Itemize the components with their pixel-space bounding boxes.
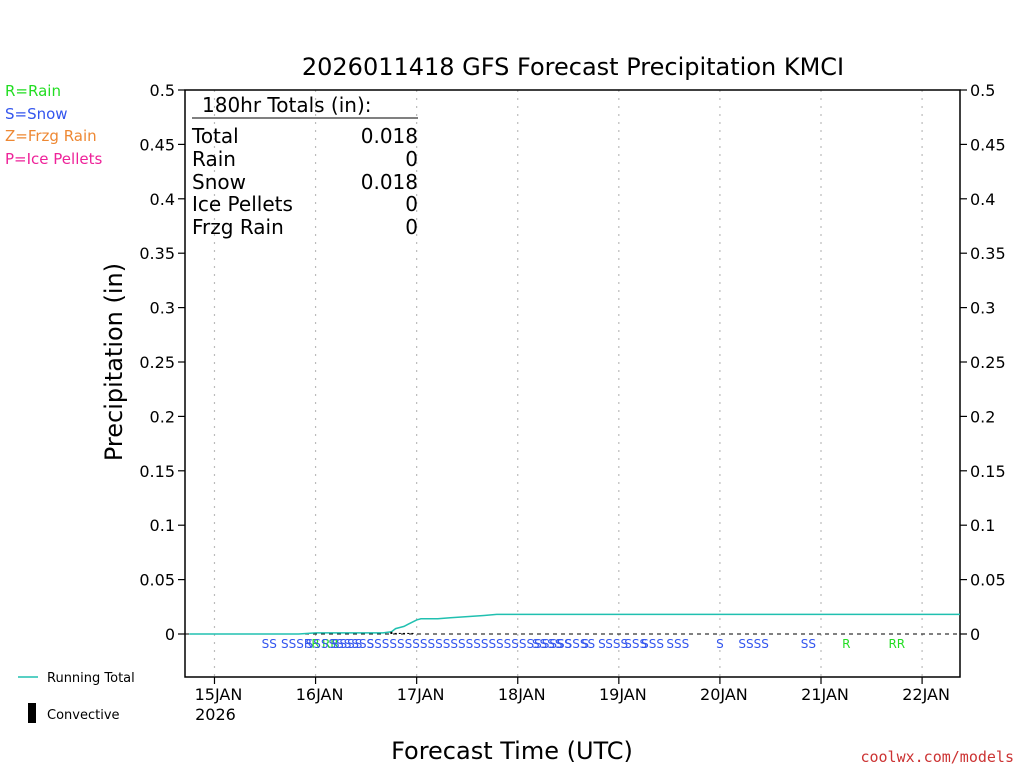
totals-value-snow: 0.018 (361, 170, 418, 194)
totals-label-frzg-rain: Frzg Rain (192, 215, 284, 239)
precip-type-snow: SS (262, 637, 277, 651)
y-tick-label-right: 0.4 (970, 190, 995, 209)
precip-type-snow: SSSS (738, 637, 768, 651)
y-tick-label-right: 0.3 (970, 299, 995, 318)
totals-value-frzg-rain: 0 (405, 215, 418, 239)
x-tick-label: 20JAN (700, 685, 748, 704)
x-tick-year-label: 2026 (195, 705, 236, 724)
y-tick-label-left: 0.45 (139, 135, 175, 154)
y-tick-label-right: 0.25 (970, 353, 1006, 372)
precip-type-rain: RR (322, 637, 339, 651)
precip-type-snow: SSSS (332, 637, 362, 651)
y-tick-label-left: 0.25 (139, 353, 175, 372)
convective-bar (398, 632, 401, 634)
x-tick-label: 17JAN (397, 685, 445, 704)
y-tick-label-left: 0.3 (150, 299, 175, 318)
legend-running-total: Running Total (47, 671, 135, 686)
precip-type-snow: S (581, 637, 589, 651)
y-tick-label-left: 0 (165, 625, 175, 644)
precip-type-snow: SSS (641, 637, 664, 651)
precip-type-snow: SS (556, 637, 571, 651)
x-tick-label: 19JAN (599, 685, 647, 704)
legend-ice-pellets: P=Ice Pellets (5, 150, 102, 168)
legend-rain: R=Rain (5, 82, 61, 100)
precip-type-snow: S (598, 637, 606, 651)
y-tick-label-right: 0.45 (970, 135, 1006, 154)
y-tick-label-right: 0 (970, 625, 980, 644)
convective-bars (390, 631, 414, 634)
convective-bar (403, 632, 406, 634)
line-legend: Running Total Convective (18, 671, 135, 723)
y-tick-label-right: 0.35 (970, 244, 1006, 263)
x-tick-label: 16JAN (296, 685, 344, 704)
y-tick-label-left: 0.05 (139, 571, 175, 590)
y-tick-label-left: 0.35 (139, 244, 175, 263)
y-tick-label-right: 0.15 (970, 462, 1006, 481)
precip-type-snow: SSS (624, 637, 647, 651)
precip-type-rain: R (311, 637, 319, 651)
legend-snow: S=Snow (5, 105, 68, 123)
y-axis-title: Precipitation (in) (100, 263, 128, 461)
precip-type-snow: SSS (666, 637, 689, 651)
convective-bar (407, 632, 410, 634)
running-total-line (189, 613, 960, 635)
convective-bar (390, 631, 393, 634)
grid-lines (213, 90, 923, 677)
precip-type-rain: RR (888, 637, 905, 651)
y-tick-label-right: 0.05 (970, 571, 1006, 590)
y-tick-label-left: 0.1 (150, 516, 175, 535)
precip-type-snow: SSS (605, 637, 628, 651)
credit-link[interactable]: coolwx.com/models (860, 748, 1014, 766)
y-tick-label-left: 0.5 (150, 81, 175, 100)
y-tick-label-right: 0.2 (970, 407, 995, 426)
precip-type-snow: SSSSSSSSSSSSSSSSSSSSSSSSSSSSSSSSSSSSSS (306, 637, 595, 651)
totals-label-snow: Snow (192, 170, 246, 194)
y-tick-label-right: 0.5 (970, 81, 995, 100)
precip-type-snow: S (367, 637, 375, 651)
precip-type-snow: SSSS (532, 637, 562, 651)
y-tick-label-left: 0.2 (150, 407, 175, 426)
chart-title: 2026011418 GFS Forecast Precipitation KM… (302, 53, 844, 81)
totals-heading: 180hr Totals (in): (202, 93, 372, 117)
x-tick-label: 15JAN (195, 685, 243, 704)
y-axis-left: 0 0.05 0.1 0.15 0.2 0.25 0.3 0.35 0.4 0.45 0.5 (139, 81, 185, 644)
precip-type-snow: SSSR (281, 637, 312, 651)
legend-frzg-rain: Z=Frzg Rain (5, 127, 97, 145)
totals-box: 180hr Totals (in): Total 0.018 Rain 0 Sn… (191, 93, 418, 239)
totals-label-rain: Rain (192, 147, 236, 171)
precip-type-snow: S (716, 637, 724, 651)
totals-value-ice-pellets: 0 (405, 192, 418, 216)
precip-type-snow: SS (801, 637, 816, 651)
precip-type-rain: R (842, 637, 850, 651)
totals-value-total: 0.018 (361, 124, 418, 148)
precip-type-legend: R=Rain S=Snow Z=Frzg Rain P=Ice Pellets (5, 82, 102, 168)
y-tick-label-left: 0.15 (139, 462, 175, 481)
legend-convective: Convective (47, 708, 120, 723)
x-tick-label: 21JAN (801, 685, 849, 704)
x-tick-label: 18JAN (498, 685, 546, 704)
totals-label-ice-pellets: Ice Pellets (192, 192, 293, 216)
plot-frame (184, 89, 961, 678)
totals-label-total: Total (191, 124, 239, 148)
x-tick-label: 22JAN (902, 685, 950, 704)
legend-convective-swatch (28, 703, 36, 723)
x-axis-title: Forecast Time (UTC) (391, 737, 633, 765)
convective-bar (394, 632, 397, 634)
y-tick-label-right: 0.1 (970, 516, 995, 535)
totals-value-rain: 0 (405, 147, 418, 171)
y-tick-label-left: 0.4 (150, 190, 175, 209)
y-axis-right: 0 0.05 0.1 0.15 0.2 0.25 0.3 0.35 0.4 0.45 0.5 (960, 81, 1006, 644)
convective-bar (411, 632, 414, 634)
